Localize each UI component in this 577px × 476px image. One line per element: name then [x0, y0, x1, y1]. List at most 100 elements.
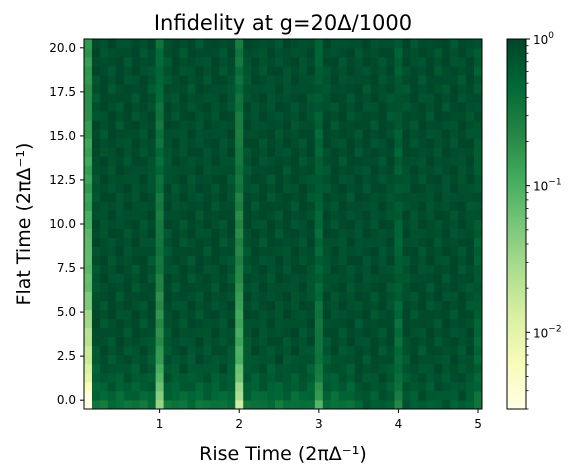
heatmap-cell — [330, 246, 340, 256]
heatmap-cell — [426, 381, 435, 392]
heatmap-cell — [354, 282, 363, 293]
heatmap-cell — [91, 48, 101, 58]
heatmap-cell — [147, 264, 157, 275]
heatmap-cell — [235, 201, 244, 211]
heatmap-cell — [227, 327, 236, 338]
heatmap-cell — [442, 291, 451, 302]
heatmap-cell — [450, 120, 459, 130]
heatmap-cell — [147, 183, 157, 193]
heatmap-cell — [147, 372, 157, 383]
heatmap-cell — [195, 237, 204, 247]
heatmap-cell — [330, 66, 340, 76]
heatmap-cell — [267, 327, 276, 338]
heatmap-cell — [163, 399, 172, 410]
heatmap-cell — [179, 282, 188, 293]
heatmap-cell — [171, 264, 180, 275]
heatmap-cell — [115, 282, 125, 293]
heatmap-cell — [298, 291, 308, 302]
heatmap-cell — [410, 318, 419, 329]
heatmap-cell — [426, 255, 435, 266]
heatmap-cell — [203, 228, 212, 238]
heatmap-cell — [91, 237, 101, 247]
heatmap-cell — [195, 111, 204, 121]
heatmap-cell — [267, 174, 276, 184]
heatmap-cell — [235, 57, 244, 67]
heatmap-cell — [474, 165, 483, 175]
heatmap-cell — [402, 201, 411, 211]
heatmap-cell — [418, 57, 427, 67]
heatmap-cell — [275, 381, 284, 392]
heatmap-cell — [354, 57, 363, 67]
heatmap-cell — [346, 156, 356, 166]
heatmap-cell — [378, 291, 387, 302]
heatmap-cell — [402, 102, 411, 112]
heatmap-cell — [314, 345, 324, 356]
heatmap-cell — [466, 228, 475, 238]
heatmap-cell — [378, 246, 387, 256]
heatmap-cell — [402, 309, 411, 320]
heatmap-cell — [115, 363, 125, 374]
heatmap-cell — [362, 390, 371, 401]
heatmap-cell — [155, 255, 164, 266]
heatmap-cell — [99, 210, 109, 220]
heatmap-cell — [434, 156, 443, 166]
heatmap-cell — [283, 201, 292, 211]
heatmap-cell — [211, 66, 220, 76]
heatmap-cell — [251, 327, 260, 338]
heatmap-cell — [115, 246, 125, 256]
heatmap-cell — [123, 129, 133, 139]
heatmap-cell — [346, 174, 356, 184]
heatmap-cell — [410, 66, 419, 76]
heatmap-cell — [298, 228, 308, 238]
heatmap-cell — [474, 318, 483, 329]
heatmap-cell — [211, 138, 220, 148]
heatmap-cell — [235, 39, 244, 49]
heatmap-cell — [115, 147, 125, 157]
heatmap-cell — [322, 174, 332, 184]
heatmap-cell — [370, 156, 379, 166]
heatmap-cell — [171, 372, 180, 383]
heatmap-cell — [410, 327, 419, 338]
heatmap-cell — [195, 354, 204, 365]
heatmap-cell — [362, 192, 371, 202]
heatmap-cell — [418, 84, 427, 94]
heatmap-cell — [378, 210, 387, 220]
heatmap-cell — [163, 183, 172, 193]
heatmap-cell — [259, 372, 268, 383]
heatmap-cell — [267, 93, 276, 103]
heatmap-cell — [458, 174, 467, 184]
heatmap-cell — [187, 264, 196, 275]
heatmap-cell — [131, 138, 141, 148]
heatmap-cell — [466, 102, 475, 112]
heatmap-cell — [275, 219, 284, 229]
heatmap-cell — [251, 48, 260, 58]
heatmap-cell — [386, 174, 395, 184]
heatmap-cell — [235, 102, 244, 112]
heatmap-cell — [155, 57, 164, 67]
heatmap-cell — [330, 147, 340, 157]
heatmap-cell — [243, 318, 252, 329]
heatmap-cell — [155, 192, 164, 202]
heatmap-cell — [211, 201, 220, 211]
heatmap-cell — [362, 66, 371, 76]
heatmap-cell — [290, 300, 300, 311]
heatmap-cell — [322, 228, 332, 238]
heatmap-cell — [362, 246, 371, 256]
heatmap-cell — [306, 237, 316, 247]
heatmap-cell — [139, 390, 149, 401]
heatmap-cell — [410, 336, 419, 347]
heatmap-cell — [211, 84, 220, 94]
heatmap-cell — [362, 372, 371, 383]
heatmap-cell — [99, 219, 109, 229]
heatmap-cell — [267, 345, 276, 356]
heatmap-cell — [219, 210, 228, 220]
heatmap-cell — [99, 273, 109, 284]
heatmap-cell — [370, 48, 379, 58]
heatmap-cell — [474, 183, 483, 193]
heatmap-cell — [386, 309, 395, 320]
heatmap-cell — [139, 372, 149, 383]
heatmap-cell — [458, 129, 467, 139]
heatmap-cell — [283, 147, 292, 157]
heatmap-cell — [163, 111, 172, 121]
heatmap-cell — [386, 300, 395, 311]
